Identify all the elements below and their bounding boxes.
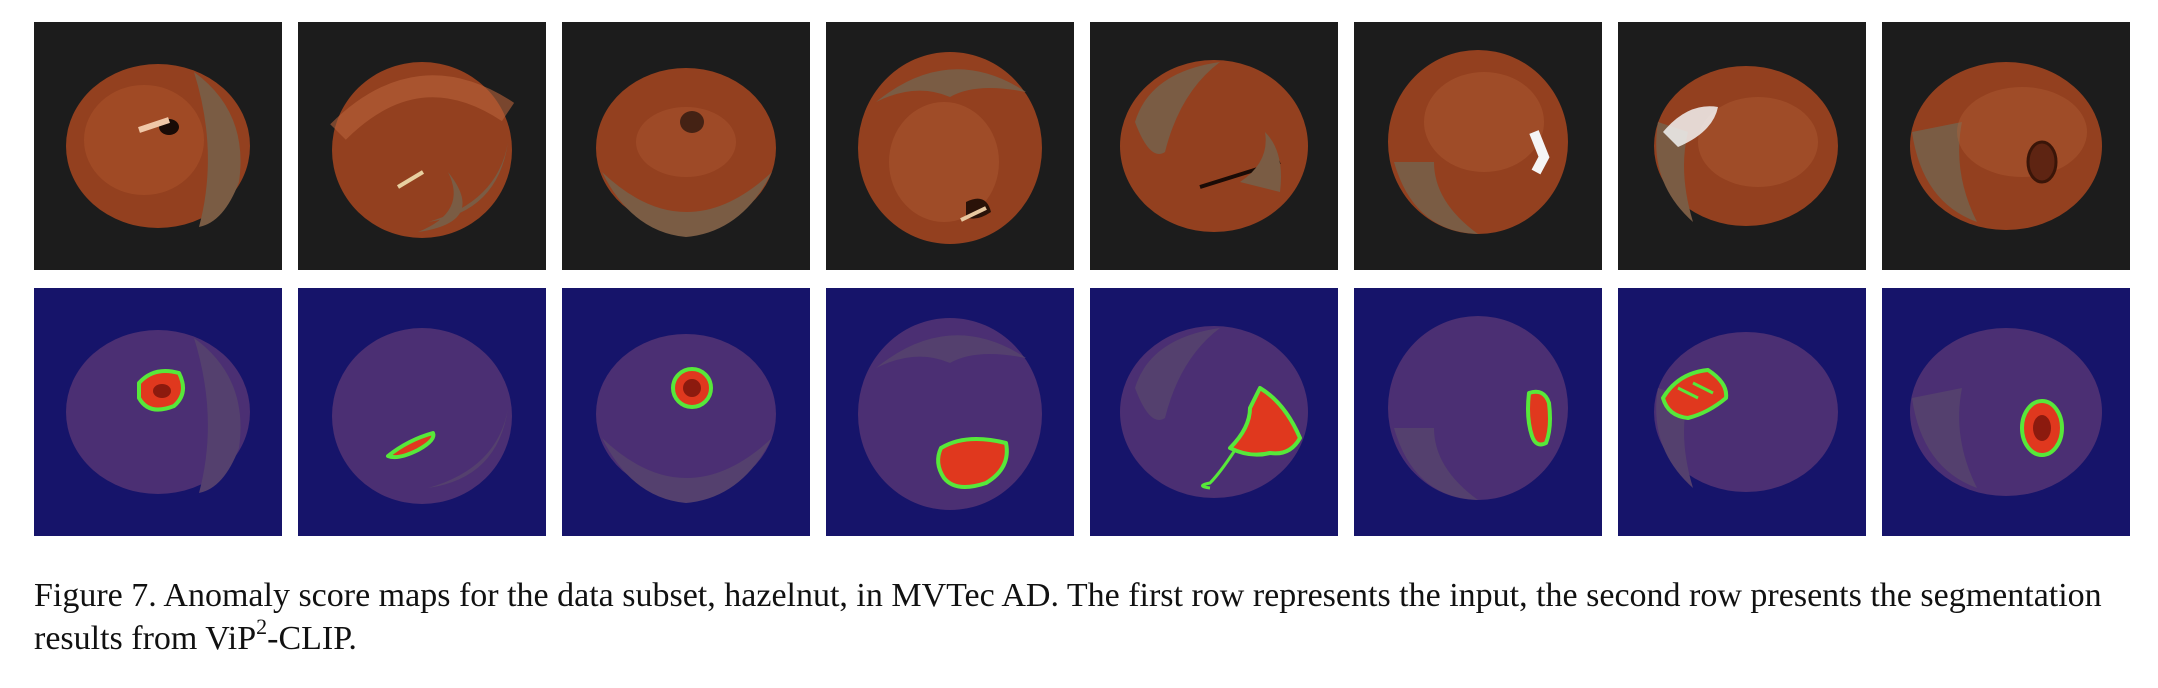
input-image-8 xyxy=(1882,22,2130,270)
segmentation-row xyxy=(34,288,2130,536)
caption-end: -CLIP. xyxy=(267,620,357,657)
figure-caption: Figure 7. Anomaly score maps for the dat… xyxy=(34,574,2134,660)
input-image-1 xyxy=(34,22,282,270)
segmentation-map-4 xyxy=(826,288,1074,536)
input-image-7 xyxy=(1618,22,1866,270)
input-image-5 xyxy=(1090,22,1338,270)
segmentation-map-8 xyxy=(1882,288,2130,536)
input-row xyxy=(34,22,2130,270)
input-image-3 xyxy=(562,22,810,270)
input-image-6 xyxy=(1354,22,1602,270)
caption-superscript: 2 xyxy=(256,613,268,639)
segmentation-map-7 xyxy=(1618,288,1866,536)
segmentation-map-6 xyxy=(1354,288,1602,536)
segmentation-map-2 xyxy=(298,288,546,536)
caption-text: Anomaly score maps for the data subset, … xyxy=(34,577,2102,657)
input-image-4 xyxy=(826,22,1074,270)
segmentation-map-5 xyxy=(1090,288,1338,536)
segmentation-map-3 xyxy=(562,288,810,536)
figure-label: Figure 7. xyxy=(34,577,157,614)
segmentation-map-1 xyxy=(34,288,282,536)
input-image-2 xyxy=(298,22,546,270)
